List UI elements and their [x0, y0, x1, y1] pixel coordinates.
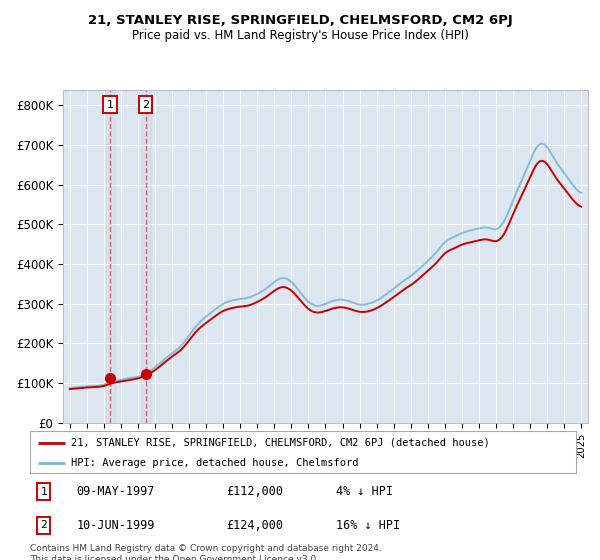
- Bar: [105, 90, 115, 423]
- Text: 21, STANLEY RISE, SPRINGFIELD, CHELMSFORD, CM2 6PJ: 21, STANLEY RISE, SPRINGFIELD, CHELMSFOR…: [88, 14, 512, 27]
- Text: 1: 1: [107, 100, 113, 110]
- Bar: [140, 90, 151, 423]
- Text: 2: 2: [40, 520, 47, 530]
- Text: 1: 1: [40, 487, 47, 497]
- Text: 2: 2: [142, 100, 149, 110]
- Text: 10-JUN-1999: 10-JUN-1999: [76, 519, 155, 532]
- Text: 21, STANLEY RISE, SPRINGFIELD, CHELMSFORD, CM2 6PJ (detached house): 21, STANLEY RISE, SPRINGFIELD, CHELMSFOR…: [71, 438, 490, 448]
- Text: £112,000: £112,000: [227, 485, 284, 498]
- Text: Price paid vs. HM Land Registry's House Price Index (HPI): Price paid vs. HM Land Registry's House …: [131, 29, 469, 42]
- Text: HPI: Average price, detached house, Chelmsford: HPI: Average price, detached house, Chel…: [71, 458, 358, 468]
- Text: 4% ↓ HPI: 4% ↓ HPI: [336, 485, 393, 498]
- Text: 09-MAY-1997: 09-MAY-1997: [76, 485, 155, 498]
- Text: Contains HM Land Registry data © Crown copyright and database right 2024.
This d: Contains HM Land Registry data © Crown c…: [30, 544, 382, 560]
- Text: £124,000: £124,000: [227, 519, 284, 532]
- Text: 16% ↓ HPI: 16% ↓ HPI: [336, 519, 400, 532]
